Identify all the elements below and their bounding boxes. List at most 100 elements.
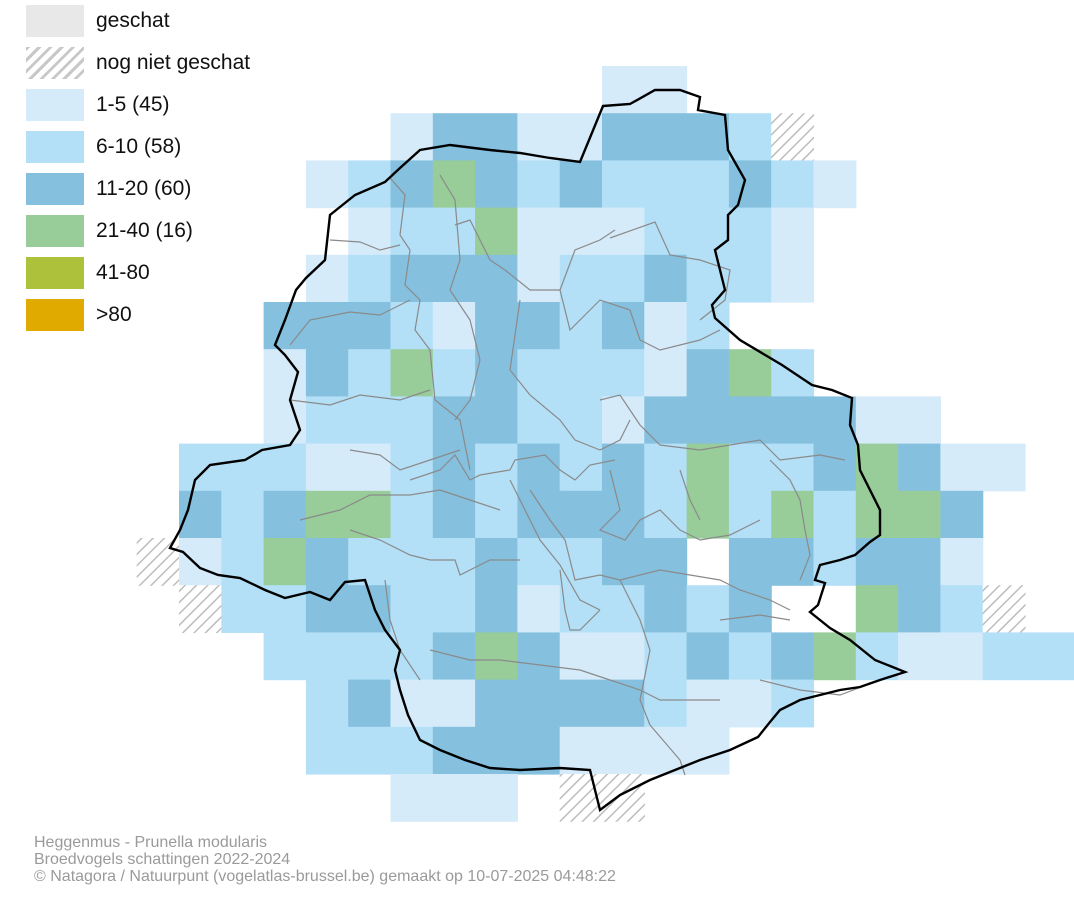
grid-cell	[432, 538, 476, 586]
grid-cell	[390, 774, 434, 822]
grid-cell	[221, 538, 265, 586]
grid-cell	[686, 160, 730, 209]
grid-cell	[602, 396, 645, 445]
grid-cell	[559, 443, 603, 492]
legend-item-80-plus: >80	[26, 298, 346, 331]
grid-cell	[432, 585, 476, 633]
grid-cell	[559, 302, 603, 350]
grid-cell-not-estimated	[602, 774, 645, 822]
grid-cell	[602, 349, 645, 397]
grid-cell	[644, 207, 688, 256]
grid-cell	[644, 726, 688, 775]
legend-label: 1-5 (45)	[96, 93, 170, 116]
grid-cell	[432, 113, 476, 161]
grid-cell	[475, 774, 518, 822]
grid-cell	[898, 538, 941, 586]
grid-cell	[517, 679, 561, 728]
grid-cell	[179, 538, 222, 586]
grid-cell	[728, 160, 772, 209]
grid-cell	[475, 538, 518, 586]
grid-cell	[221, 490, 265, 539]
grid-cell	[517, 160, 561, 209]
grid-cell	[728, 254, 772, 303]
grid-cell	[305, 443, 349, 492]
grid-cell	[1067, 632, 1074, 681]
grid-cell	[728, 538, 772, 586]
grid-cell	[263, 302, 307, 350]
legend-swatch	[26, 299, 84, 331]
grid-cell	[475, 632, 518, 681]
grid-cell	[644, 538, 688, 586]
grid-cell	[390, 726, 434, 775]
grid-cell	[559, 632, 603, 681]
grid-cell	[305, 632, 349, 681]
grid-cell	[432, 207, 476, 256]
grid-cell	[475, 585, 518, 633]
grid-cell	[686, 349, 730, 397]
grid-cell	[263, 349, 307, 397]
grid-cell-not-estimated	[771, 113, 815, 161]
grid-cell	[559, 207, 603, 256]
grid-cell-not-estimated	[136, 538, 180, 586]
legend-label: nog niet geschat	[96, 51, 251, 74]
grid-cell	[348, 679, 392, 728]
grid-cell	[221, 585, 265, 633]
grid-cell	[348, 254, 392, 303]
grid-cell	[940, 538, 984, 586]
region-boundary	[168, 88, 909, 813]
grid-cell	[644, 160, 688, 209]
grid-cell	[348, 207, 392, 256]
grid-cell	[390, 538, 434, 586]
grid-cell	[602, 302, 645, 350]
grid-cell	[305, 254, 349, 303]
grid-cell	[475, 302, 518, 350]
grid-cell	[602, 113, 645, 161]
grid-cell	[390, 349, 434, 397]
grid-cell-not-estimated	[179, 585, 222, 633]
grid-cell	[1025, 632, 1068, 681]
grid-cell	[475, 679, 518, 728]
caption-species: Heggenmus - Prunella modularis	[34, 834, 267, 851]
grid-cell	[686, 443, 730, 492]
grid-cell	[644, 302, 688, 350]
grid-cell	[348, 726, 392, 775]
grid-cell	[728, 490, 772, 539]
grid-cell	[390, 490, 434, 539]
grid-cell	[982, 443, 1026, 492]
grid-cell	[898, 585, 941, 633]
grid-cell	[559, 490, 603, 539]
grid-cell	[305, 349, 349, 397]
grid-cell	[771, 207, 815, 256]
legend-label: >80	[96, 303, 132, 326]
grid-cell	[644, 443, 688, 492]
grid-cell	[813, 443, 857, 492]
grid-cell	[475, 254, 518, 303]
grid-cell	[771, 632, 815, 681]
grid-cell	[940, 585, 984, 633]
grid-cell	[517, 538, 561, 586]
grid-cell	[686, 679, 730, 728]
grid-cell	[728, 349, 772, 397]
grid-cell	[348, 490, 392, 539]
grid-cell	[263, 443, 307, 492]
grid-cell	[898, 490, 941, 539]
grid-cell	[728, 443, 772, 492]
grid-cell	[771, 160, 815, 209]
legend-swatch	[26, 5, 84, 37]
grid-cell	[813, 160, 857, 209]
grid-cell	[348, 632, 392, 681]
grid-cell	[390, 396, 434, 445]
grid-cell	[305, 538, 349, 586]
grid-cell	[602, 632, 645, 681]
legend-item-geschat: geschat	[26, 4, 346, 37]
grid-cell	[940, 490, 984, 539]
legend-item-21-40: 21-40 (16)	[26, 214, 346, 247]
grid-cell	[348, 160, 392, 209]
grid-cell	[517, 585, 561, 633]
grid-cell	[475, 207, 518, 256]
legend-item-nog-niet-geschat: nog niet geschat	[26, 46, 346, 79]
grid-cell	[305, 679, 349, 728]
grid-cell	[982, 632, 1026, 681]
grid-cell	[475, 349, 518, 397]
legend-swatch	[26, 257, 84, 289]
